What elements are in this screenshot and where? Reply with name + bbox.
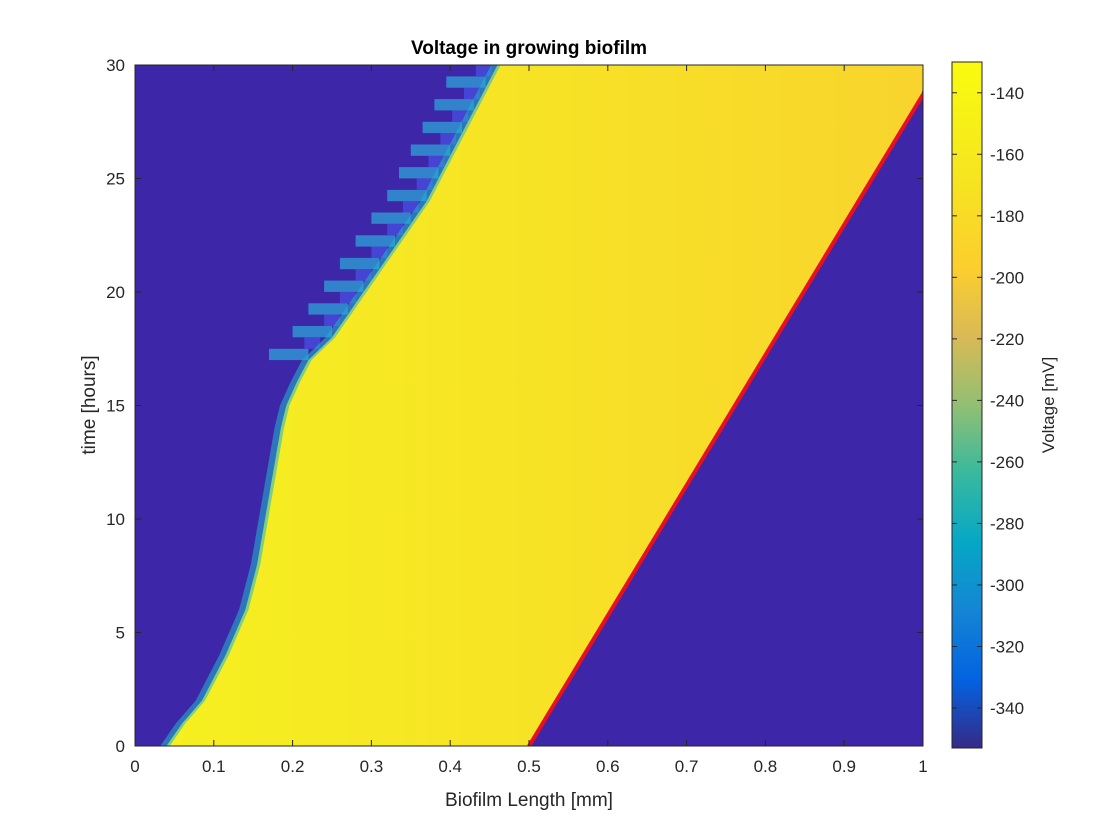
x-tick-label: 0.5	[517, 757, 541, 776]
colorbar-tick-label: -320	[990, 637, 1024, 656]
x-tick-label: 0.9	[832, 757, 856, 776]
depolarized-band	[422, 121, 462, 134]
depolarized-band	[446, 76, 486, 88]
depolarized-band	[355, 235, 395, 247]
heatmap	[135, 65, 923, 746]
depolarized-band	[371, 246, 388, 258]
colorbar-tick-label: -200	[990, 268, 1024, 287]
y-tick-label: 0	[116, 737, 125, 756]
x-tick-label: 0.2	[281, 757, 305, 776]
depolarized-band	[339, 257, 380, 270]
depolarized-band	[475, 65, 492, 77]
colorbar-tick-label: -160	[990, 145, 1024, 164]
x-tick-label: 0.7	[675, 757, 699, 776]
colorbar-tick-label: -340	[990, 699, 1024, 718]
x-tick-label: 0	[130, 757, 139, 776]
depolarized-band	[387, 223, 403, 236]
colorbar-tick-label: -180	[990, 207, 1024, 226]
colorbar: -140 -160 -180 -200 -220 -240 -260 -280 -300 -320…	[951, 61, 1058, 749]
x-tick-label: 0.8	[754, 757, 778, 776]
colorbar-tick-label: -300	[990, 576, 1024, 595]
depolarized-band	[269, 348, 309, 361]
depolarized-band	[428, 155, 445, 168]
depolarized-band	[410, 144, 451, 156]
colorbar-tick-label: -260	[990, 453, 1024, 472]
depolarized-band	[464, 87, 480, 99]
depolarized-bands	[269, 65, 492, 361]
x-tick-label: 0.4	[438, 757, 462, 776]
y-tick-label: 15	[106, 397, 125, 416]
chart-title: Voltage in growing biofilm	[411, 38, 647, 59]
biofilm-edge-line	[527, 93, 923, 746]
colorbar-tick-label: -220	[990, 330, 1024, 349]
depolarized-band	[308, 303, 348, 315]
biofilm-region	[166, 65, 923, 746]
colorbar-label: Voltage [mV]	[1039, 357, 1058, 453]
depolarized-band	[416, 178, 433, 190]
x-tick-label: 0.3	[360, 757, 384, 776]
colorbar-tick-label: -140	[990, 84, 1024, 103]
colorbar-ticks: -140 -160 -180 -200 -220 -240 -260 -280 -300 -320…	[952, 84, 1024, 718]
x-tick-label: 0.6	[596, 757, 620, 776]
x-axis: 0 0.1 0.2 0.3 0.4 0.5 0.6 0.7 0.8 0.9 1	[130, 65, 928, 776]
depolarized-band	[440, 133, 457, 145]
depolarized-band	[292, 326, 332, 338]
depolarized-band	[324, 280, 364, 292]
colorbar-tick-label: -280	[990, 514, 1024, 533]
depolarized-band	[339, 292, 356, 304]
depolarized-band	[324, 314, 340, 326]
colorbar-tick-label: -240	[990, 391, 1024, 410]
y-tick-label: 30	[106, 56, 125, 75]
colorbar-ramp	[951, 61, 983, 749]
x-tick-label: 0.1	[202, 757, 226, 776]
y-axis: 0 5 10 15 20 25 30	[106, 56, 923, 756]
x-axis-title: Biofilm Length [mm]	[445, 790, 613, 811]
y-tick-label: 5	[116, 624, 125, 643]
depolarized-band	[387, 189, 427, 202]
depolarized-band	[304, 337, 321, 349]
depolarized-band	[402, 201, 419, 213]
x-tick-label: 1	[918, 757, 927, 776]
y-tick-label: 10	[106, 510, 125, 529]
y-tick-label: 20	[106, 283, 125, 302]
depolarized-band	[452, 110, 468, 122]
y-tick-label: 25	[106, 170, 125, 189]
depolarized-band	[371, 212, 411, 224]
depolarized-band	[355, 269, 372, 281]
depolarized-band	[434, 99, 474, 111]
depolarized-band	[399, 167, 439, 179]
y-axis-title: time [hours]	[79, 355, 100, 454]
